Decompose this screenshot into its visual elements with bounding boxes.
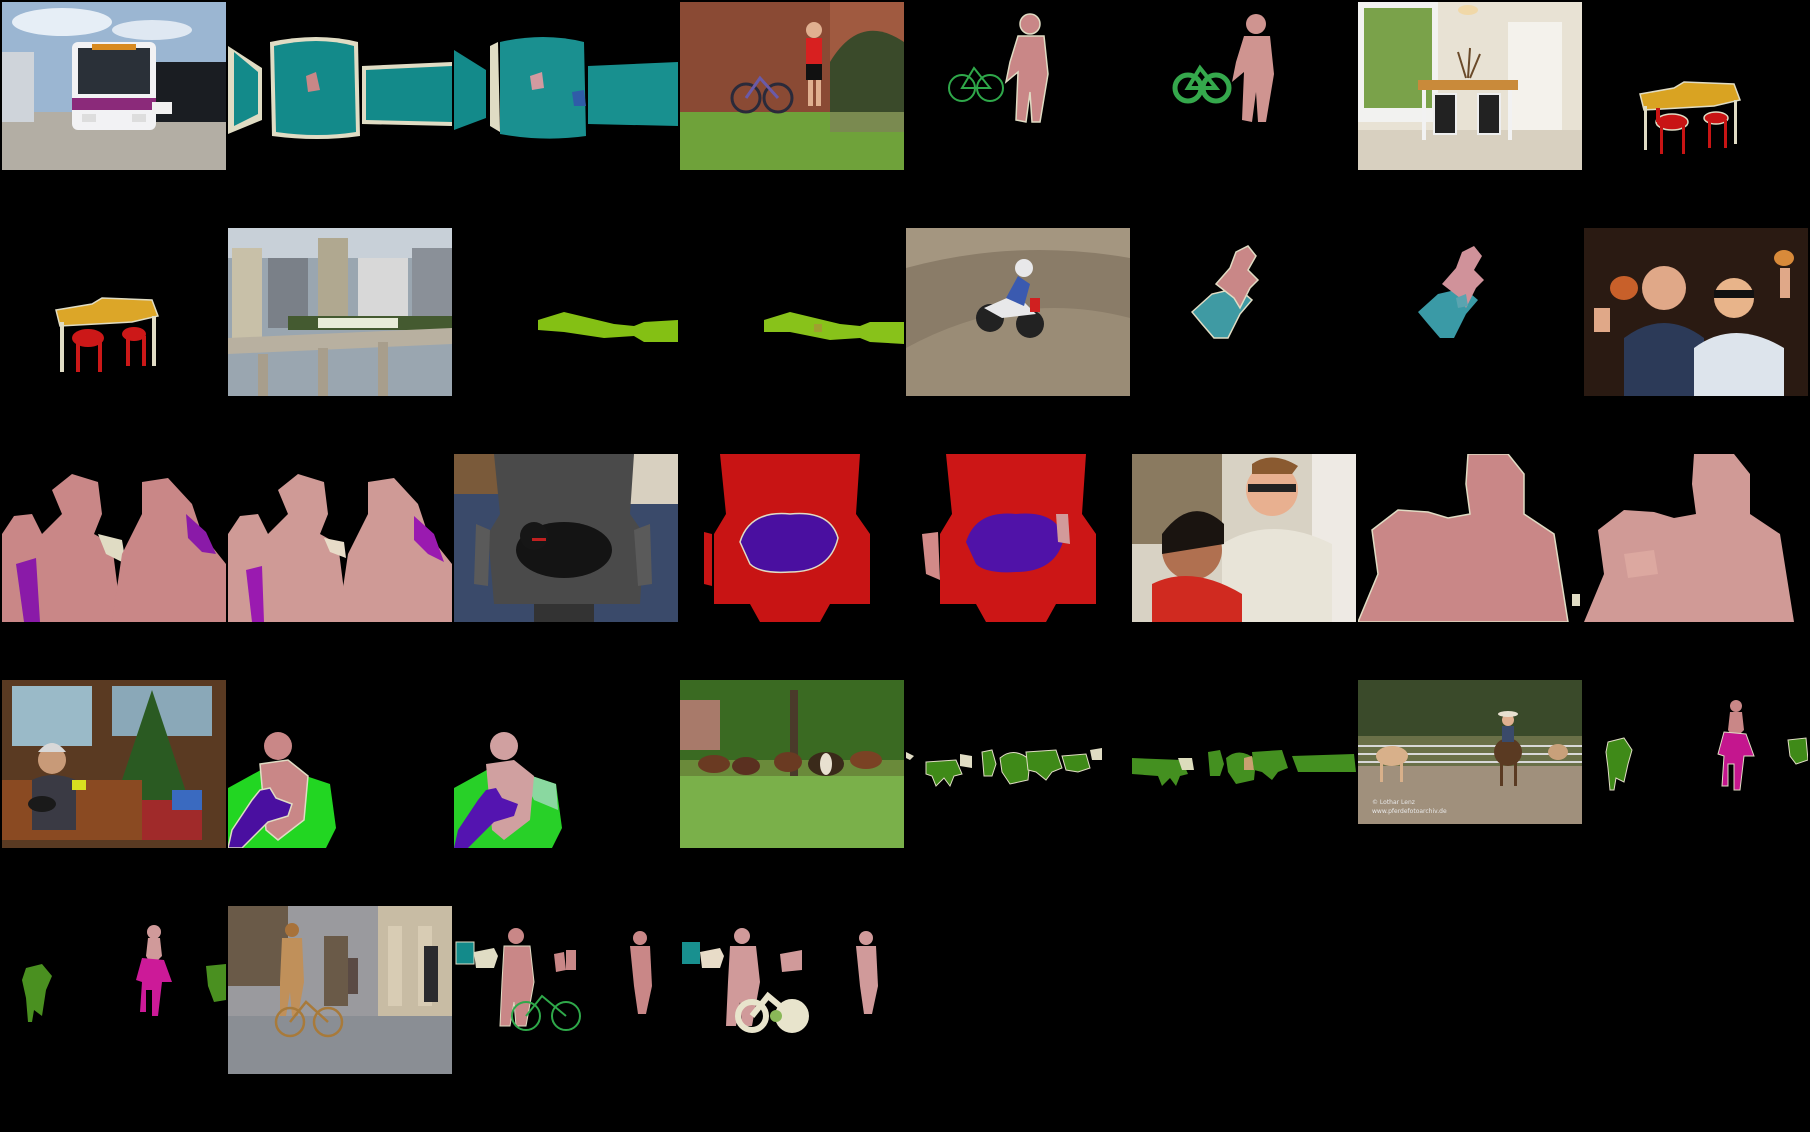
- street-pred-mask: [680, 906, 904, 1074]
- train-pred-mask: [680, 228, 904, 396]
- city-train-prediction-mask: [680, 228, 904, 396]
- city-train-photo: [228, 228, 452, 396]
- city-train-image: [228, 228, 452, 396]
- dog-chair-ground-truth-mask: [680, 454, 904, 622]
- cows-park-image: [680, 680, 904, 848]
- watermark-copyright: © Lothar Lenz: [1372, 799, 1415, 806]
- two-men-prediction-mask: [228, 454, 452, 622]
- dining-room-photo: [1358, 2, 1582, 170]
- motocross-gt-mask: [1132, 228, 1356, 396]
- cyclist-gt-mask: [906, 2, 1130, 170]
- christmas-ground-truth-mask: [228, 680, 452, 848]
- bus-photo: [2, 2, 226, 170]
- street-bicycle-photo: [228, 906, 452, 1074]
- christmas-photo: [2, 680, 226, 848]
- cowboy-horse-photo: © Lothar Lenz www.pferdefotoarchiv.de: [1358, 680, 1582, 848]
- cows-park-photo: [680, 680, 904, 848]
- cyclist-bridge-ground-truth-mask: [906, 2, 1130, 170]
- watermark-url: www.pferdefotoarchiv.de: [1372, 808, 1447, 815]
- cowboy-horse-ground-truth-mask: [1584, 680, 1808, 848]
- two-men-pred-mask: [228, 454, 452, 622]
- motocross-prediction-mask: [1358, 228, 1582, 396]
- two-men-gt-mask: [2, 454, 226, 622]
- cyclist-bridge-photo: [680, 2, 904, 170]
- city-train-ground-truth-mask: [454, 228, 678, 396]
- motocross-photo: [906, 228, 1130, 396]
- two-men-photo: [1584, 228, 1808, 396]
- cows-park-prediction-mask: [1132, 680, 1356, 848]
- dog-chair-pred-mask: [906, 454, 1130, 622]
- dining-pred-mask: [2, 228, 226, 396]
- couple-pred-mask: [1584, 454, 1808, 622]
- cowboy-gt-mask: [1584, 680, 1808, 848]
- dining-gt-mask: [1584, 2, 1808, 170]
- bus-ground-truth-mask: [228, 2, 452, 170]
- couple-ground-truth-mask: [1358, 454, 1582, 622]
- cyclist-bridge-image: [680, 2, 904, 170]
- cyclist-bridge-prediction-mask: [1132, 2, 1356, 170]
- motocross-ground-truth-mask: [1132, 228, 1356, 396]
- dining-room-image: [1358, 2, 1582, 170]
- two-men-image: [1584, 228, 1808, 396]
- street-bicycle-prediction-mask: [680, 906, 904, 1074]
- bus-prediction-mask: [454, 2, 678, 170]
- bus-photo-image: [2, 2, 226, 170]
- cyclist-pred-mask: [1132, 2, 1356, 170]
- cowboy-pred-mask: [2, 906, 226, 1074]
- street-bicycle-ground-truth-mask: [454, 906, 678, 1074]
- cows-park-ground-truth-mask: [906, 680, 1130, 848]
- christmas-pred-mask: [454, 680, 678, 848]
- bus-pred-mask: [454, 2, 678, 170]
- bus-gt-mask: [228, 2, 452, 170]
- couple-prediction-mask: [1584, 454, 1808, 622]
- couple-gt-mask: [1358, 454, 1582, 622]
- couple-photo: [1132, 454, 1356, 622]
- cows-gt-mask: [906, 680, 1130, 848]
- street-bicycle-image: [228, 906, 452, 1074]
- christmas-prediction-mask: [454, 680, 678, 848]
- dog-chair-image: [454, 454, 678, 622]
- cowboy-horse-image: © Lothar Lenz www.pferdefotoarchiv.de: [1358, 680, 1582, 824]
- dog-chair-prediction-mask: [906, 454, 1130, 622]
- christmas-image: [2, 680, 226, 848]
- christmas-gt-mask: [228, 680, 452, 848]
- couple-image: [1132, 454, 1356, 622]
- dog-chair-gt-mask: [680, 454, 904, 622]
- motocross-pred-mask: [1358, 228, 1582, 396]
- street-gt-mask: [454, 906, 678, 1074]
- dog-chair-photo: [454, 454, 678, 622]
- train-gt-mask: [454, 228, 678, 396]
- two-men-ground-truth-mask: [2, 454, 226, 622]
- dining-room-prediction-mask: [2, 228, 226, 396]
- dining-room-ground-truth-mask: [1584, 2, 1808, 170]
- cows-pred-mask: [1132, 680, 1356, 848]
- motocross-image: [906, 228, 1130, 396]
- cowboy-horse-prediction-mask: [2, 906, 226, 1074]
